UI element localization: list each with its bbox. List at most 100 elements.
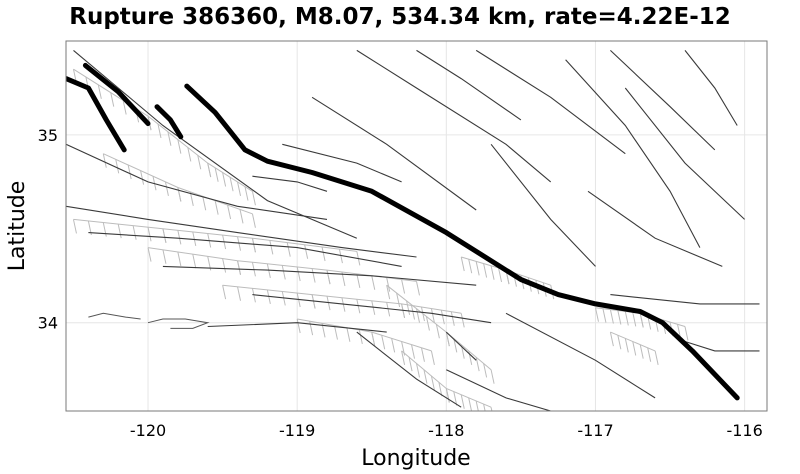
surface-hatch	[115, 159, 120, 174]
surface-hatch	[430, 350, 435, 366]
surface-hatch	[177, 139, 182, 154]
fault-6	[252, 294, 492, 324]
fault-5	[162, 265, 477, 286]
fault-surfaces	[72, 68, 689, 411]
surface-hatch	[251, 191, 256, 206]
x-axis-ticks: -120 -119 -118 -117 -116	[130, 421, 763, 440]
fault-4	[88, 232, 402, 267]
surface-hatch	[356, 299, 361, 314]
surface-hatch	[440, 310, 445, 325]
fault-20	[505, 312, 656, 399]
surface-hatch	[214, 200, 219, 215]
surface-hatch	[416, 308, 420, 323]
surface-hatch	[321, 246, 326, 262]
plot-frame	[65, 40, 768, 412]
surface-hatch	[296, 292, 301, 308]
fault-2	[66, 143, 328, 220]
surface-hatch	[192, 254, 197, 269]
surface-hatch	[396, 292, 401, 308]
surface-hatch	[341, 297, 346, 312]
x-tick-label: -120	[130, 421, 166, 440]
surface-hatch	[475, 400, 479, 411]
surface-hatch	[227, 204, 232, 220]
rupture-nw-3	[154, 104, 184, 140]
fault-22	[356, 331, 462, 408]
surface-hatch	[281, 265, 286, 280]
trace-7	[386, 284, 492, 371]
surface-hatch	[147, 227, 152, 242]
surface-hatch	[391, 338, 396, 353]
surface-hatch	[624, 338, 629, 353]
rupture-lines	[66, 62, 740, 401]
trace-6	[297, 318, 432, 352]
surface-hatch	[445, 388, 450, 403]
surface-hatch	[490, 407, 493, 411]
surface-hatch	[430, 375, 435, 391]
surface-hatch	[468, 397, 473, 411]
surface-hatch	[251, 213, 256, 228]
surface-hatch	[460, 313, 465, 328]
y-tick-label: 35	[38, 126, 58, 145]
fault-3	[66, 205, 417, 258]
surface-hatch	[490, 369, 495, 384]
surface-hatch	[110, 92, 115, 107]
surface-hatch	[187, 147, 192, 162]
surface-hatch	[346, 327, 351, 342]
surface-hatch	[356, 273, 361, 288]
surface-hatch	[475, 357, 480, 372]
surface-hatch	[401, 350, 406, 366]
surface-hatch	[266, 263, 271, 278]
surface-hatch	[222, 172, 227, 187]
fault-9	[311, 96, 477, 211]
surface-hatch	[157, 123, 162, 139]
fault-15	[624, 87, 745, 220]
surface-hatch	[460, 394, 465, 409]
y-axis-ticks: 34 35	[38, 126, 58, 333]
x-tick-label: -117	[577, 421, 613, 440]
surface-hatch	[311, 268, 316, 283]
fault-13	[565, 59, 701, 248]
surface-hatch	[162, 228, 167, 243]
surface-hatch	[483, 363, 488, 378]
surface-hatch	[311, 294, 316, 309]
surface-hatch	[102, 153, 107, 168]
surface-hatch	[423, 369, 428, 384]
surface-hatch	[381, 335, 386, 350]
surface-hatch	[594, 307, 599, 322]
surface-hatch	[189, 191, 194, 206]
fault-19	[610, 294, 760, 305]
surface-hatch	[425, 316, 430, 331]
surface-hatch	[411, 344, 416, 359]
fault-1	[73, 49, 358, 239]
surface-hatch	[132, 225, 137, 240]
fault-11	[416, 49, 522, 121]
surface-hatch	[450, 311, 455, 326]
surface-hatch	[164, 181, 169, 196]
surface-hatch	[435, 324, 440, 339]
surface-hatch	[140, 170, 145, 185]
surface-hatch	[237, 260, 242, 275]
surface-hatch	[408, 357, 413, 372]
surface-hatch	[684, 326, 689, 341]
fault-16	[684, 50, 738, 126]
surface-hatch	[229, 177, 234, 192]
x-axis-label: Longitude	[361, 446, 470, 471]
surface-hatch	[102, 222, 107, 237]
surface-hatch	[647, 347, 652, 362]
surface-hatch	[371, 332, 376, 347]
surface-hatch	[639, 313, 644, 328]
surface-hatch	[420, 347, 425, 362]
surface-hatch	[167, 131, 172, 146]
surface-hatch	[490, 265, 495, 280]
surface-hatch	[602, 308, 607, 323]
x-tick-label: -118	[428, 421, 464, 440]
surface-hatch	[401, 303, 406, 319]
surface-hatch	[453, 391, 458, 406]
fault-21	[446, 369, 551, 411]
surface-hatch	[177, 230, 182, 245]
surface-hatch	[251, 238, 256, 253]
surface-hatch	[416, 363, 420, 378]
trace-1	[73, 68, 253, 192]
fault-12	[475, 49, 626, 155]
fault-18	[587, 190, 723, 267]
